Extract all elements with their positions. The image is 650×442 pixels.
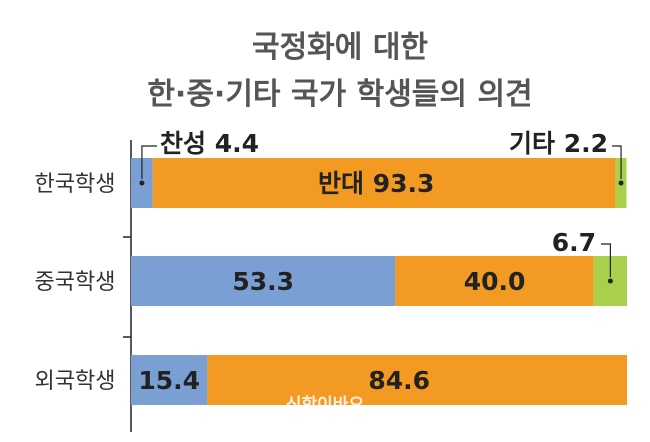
- marker-dot: [607, 278, 613, 284]
- data-label: 15.4: [138, 366, 200, 395]
- leader-line: [612, 145, 622, 179]
- chart-title-line1: 국정화에 대한: [252, 30, 428, 65]
- data-label: 찬성 4.4: [160, 129, 259, 158]
- bar-segment: [131, 256, 396, 306]
- leader-line: [601, 243, 611, 277]
- data-label: 40.0: [464, 267, 526, 296]
- marker-dot: [139, 180, 145, 186]
- bar-segment: [131, 355, 208, 405]
- chart-title-line2: 한·중·기타 국가 학생들의 의견: [147, 77, 532, 112]
- data-label: 53.3: [232, 267, 294, 296]
- leader-line: [141, 145, 157, 179]
- data-label: 반대 93.3: [318, 169, 434, 198]
- bar-segment: [207, 355, 627, 405]
- bar-segment: [395, 256, 594, 306]
- category-label: 외국학생: [35, 369, 116, 394]
- bar-segment: [152, 158, 616, 208]
- data-label: 84.6: [368, 366, 430, 395]
- marker-dot: [618, 180, 624, 186]
- data-label: 6.7: [552, 228, 596, 257]
- category-label: 중국학생: [35, 270, 116, 295]
- watermark: 신학이바오: [286, 395, 365, 415]
- data-label: 기타 2.2: [509, 129, 608, 158]
- category-label: 한국학생: [35, 172, 116, 197]
